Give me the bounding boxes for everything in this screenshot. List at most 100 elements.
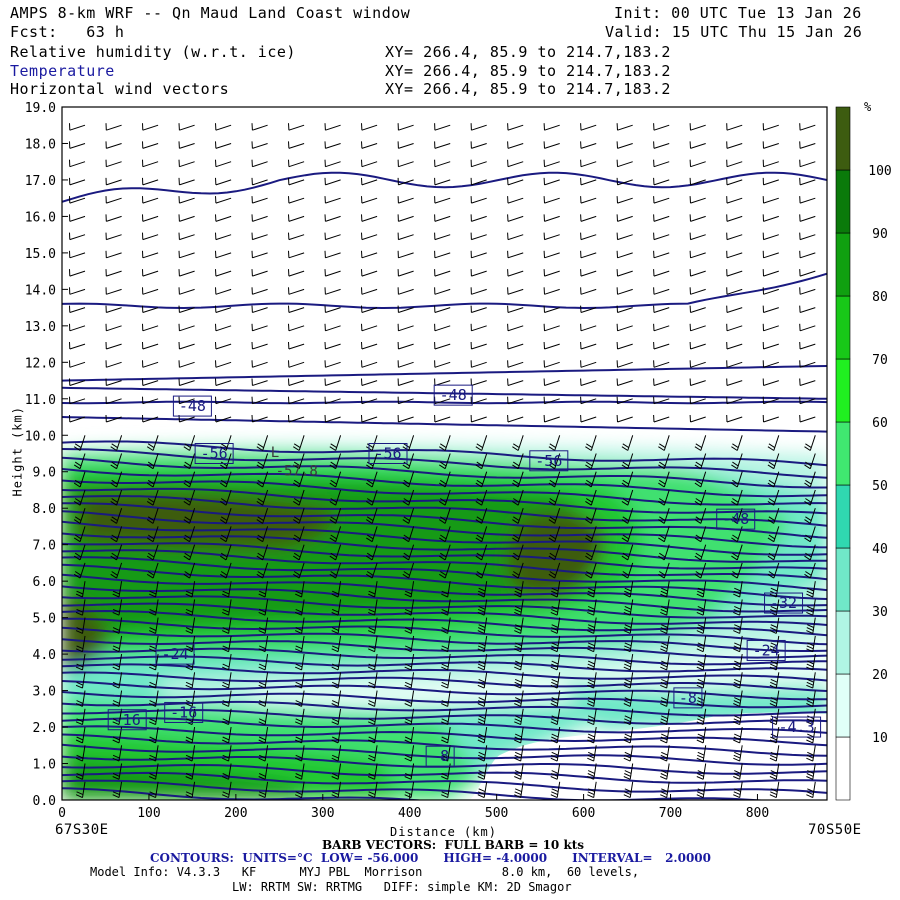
contour-legend: CONTOURS: UNITS=°C LOW= -56.000 HIGH= -4… (150, 851, 712, 865)
wind-barb (733, 635, 743, 653)
wind-barb (587, 654, 597, 671)
wind-barb (585, 508, 597, 524)
wind-barb (548, 562, 561, 579)
colorbar-segment (835, 484, 851, 549)
wind-barb (470, 378, 487, 386)
wind-barb (367, 690, 378, 707)
wind-barb (653, 414, 670, 423)
wind-barb (288, 305, 305, 313)
wind-barb (543, 360, 560, 368)
temperature-contour (62, 487, 827, 515)
wind-barb (543, 196, 560, 204)
wind-barb (183, 489, 196, 506)
wind-barb (731, 471, 743, 488)
wind-barb (726, 177, 743, 186)
y-tick-label: 15.0 (25, 247, 56, 262)
wind-barb (220, 508, 232, 524)
wind-barb (148, 581, 159, 598)
temperature-contours (62, 171, 827, 800)
wind-barb (105, 396, 122, 405)
temperature-contour (62, 556, 827, 592)
wind-barb (477, 727, 488, 744)
wind-barb (733, 581, 743, 598)
wind-barb (178, 141, 195, 149)
wind-barb (623, 708, 634, 726)
wind-barb (806, 581, 816, 598)
wind-barb (441, 672, 451, 689)
wind-barb (256, 526, 269, 543)
wind-barb (404, 745, 415, 762)
wind-barb (767, 508, 780, 524)
wind-barb (806, 635, 816, 653)
contour-label-box (673, 687, 703, 709)
wind-barb (806, 781, 816, 799)
wind-barb (148, 727, 159, 744)
wind-barb (653, 141, 670, 149)
wind-barb (762, 414, 779, 423)
wind-barb (185, 745, 196, 762)
wind-barb (806, 745, 816, 762)
plot-frame (61, 106, 828, 801)
wind-barb (220, 526, 232, 543)
wind-barb (512, 471, 524, 488)
wind-barb (616, 232, 633, 241)
wind-barb (587, 617, 597, 634)
wind-barb (767, 489, 780, 506)
wind-barb (507, 287, 524, 295)
wind-barb (367, 581, 378, 598)
wind-barb (215, 341, 232, 350)
wind-barb (69, 269, 86, 277)
wind-barb (178, 269, 195, 277)
wind-barb (689, 141, 706, 149)
wind-barb (543, 177, 560, 186)
contour-label: -56 (374, 445, 401, 463)
wind-barb (587, 745, 597, 762)
wind-barb (146, 544, 159, 561)
wind-barb (434, 159, 451, 168)
wind-barb (404, 727, 415, 744)
wind-barb (178, 305, 195, 313)
y-tick-label: 5.0 (33, 612, 56, 627)
wind-barb (616, 214, 633, 222)
contour-label-box (107, 709, 147, 731)
wind-barb (733, 745, 743, 762)
wind-barb (361, 396, 378, 405)
wind-barb (331, 763, 342, 780)
wind-barb (653, 214, 670, 222)
wind-barb (806, 690, 816, 707)
wind-barb (731, 489, 743, 506)
temperature-contour (62, 626, 827, 652)
contour-labels: -48 -48 -56 -56 -56 -48 -32 -24 -24 -16 -16 -8 -8 -4.… (107, 384, 822, 767)
wind-barb (69, 360, 86, 368)
wind-barb (696, 727, 707, 744)
wind-barb (658, 526, 670, 543)
wind-barb (507, 141, 524, 149)
contour-label-box (433, 384, 473, 406)
wind-barb (799, 341, 816, 350)
axes: 0.0 1.0 2.0 3.0 4.0 5.0 6.0 7.0 8.0 9.0 10.0 11.0 12… (25, 101, 770, 821)
wind-barb (404, 690, 415, 707)
wind-barb (653, 378, 670, 386)
wind-barb (293, 562, 305, 579)
wind-barb (623, 635, 634, 653)
wind-barb (653, 232, 670, 241)
wind-barb (221, 599, 232, 616)
wind-barb (543, 123, 560, 131)
wind-barb (75, 581, 86, 598)
wind-barb (512, 508, 524, 524)
wind-barb (215, 123, 232, 131)
wind-barb (769, 635, 780, 653)
wind-barb (696, 763, 707, 780)
wind-barb (475, 508, 488, 524)
init-time: Init: 00 UTC Tue 13 Jan 26 (614, 4, 862, 22)
contour-label: -8 (679, 689, 697, 707)
field-wind-label: Horizontal wind vectors (10, 80, 230, 98)
wind-barb (470, 232, 487, 241)
wind-barb (733, 781, 743, 799)
wind-barb (731, 453, 743, 470)
wind-barb (434, 414, 451, 423)
wind-barb (653, 250, 670, 259)
wind-barb (689, 414, 706, 423)
wind-barb (799, 323, 816, 332)
wind-barb (367, 672, 378, 689)
